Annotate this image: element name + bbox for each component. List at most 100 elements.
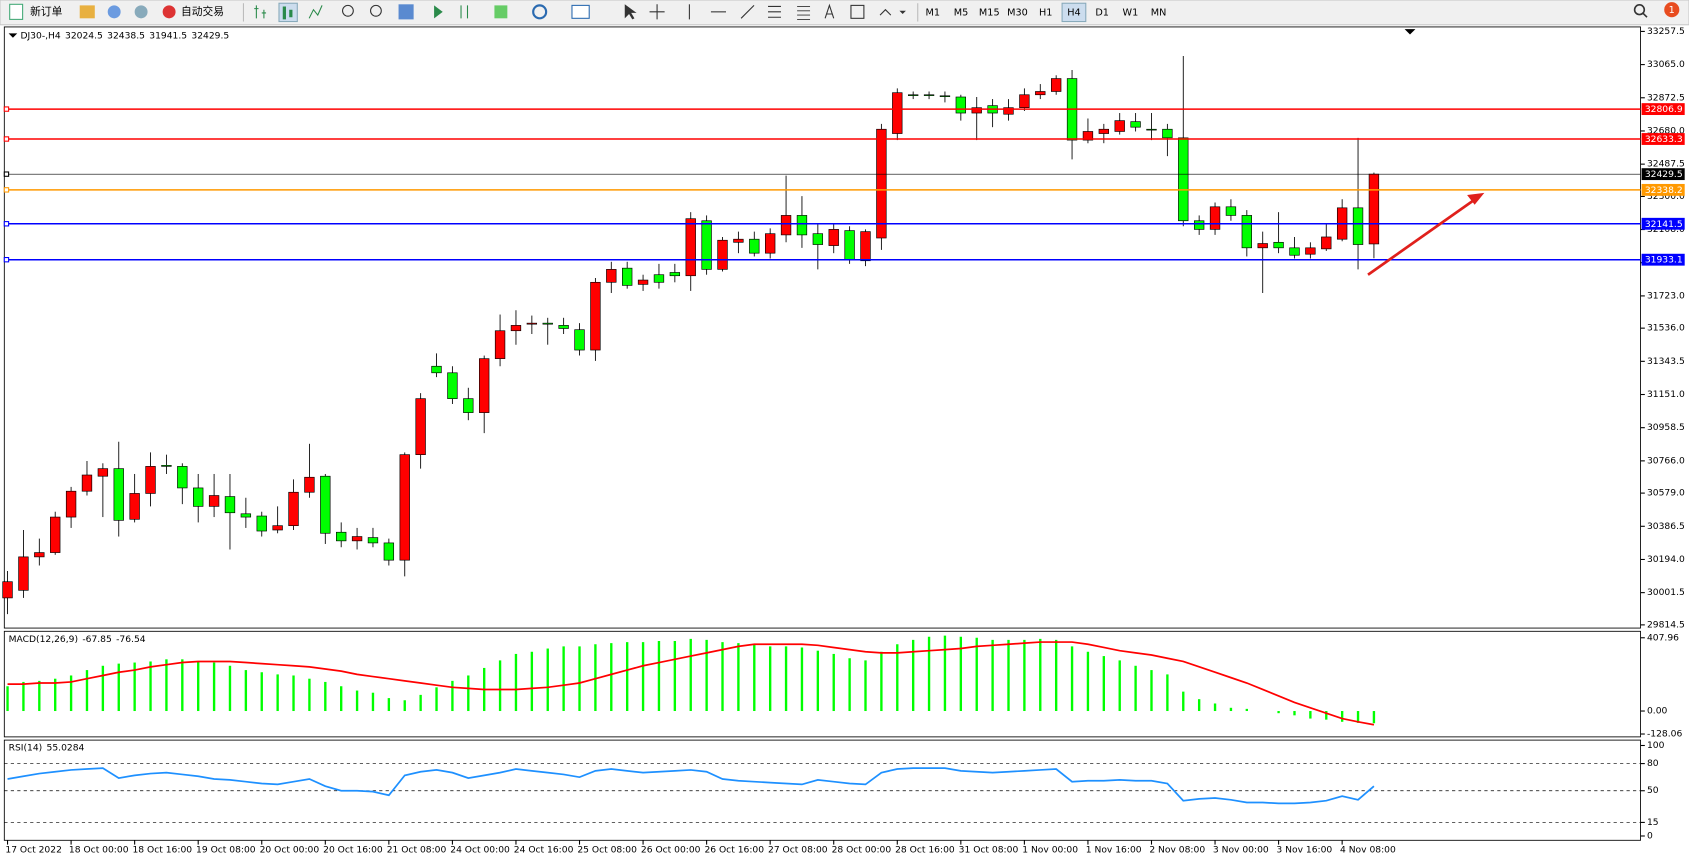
icon[interactable]: [254, 5, 267, 19]
candle-body: [1035, 91, 1046, 96]
candle-body: [637, 279, 649, 285]
auto-trading-button[interactable]: 自动交易: [162, 5, 224, 19]
candle-body: [590, 281, 601, 351]
y-tick-label: 32872.5: [1647, 93, 1685, 103]
x-tick-label: 26 Oct 00:00: [641, 845, 701, 855]
icon[interactable]: [434, 5, 443, 19]
icon[interactable]: [308, 5, 323, 19]
y-tick-label: 31723.0: [1647, 291, 1685, 301]
icon[interactable]: [571, 4, 590, 19]
candle-body: [1225, 206, 1237, 216]
icon[interactable]: [398, 4, 414, 20]
y-tick-label: 33257.5: [1647, 27, 1685, 37]
new-order-label[interactable]: 新订单: [30, 5, 63, 18]
timeframe-button[interactable]: M15: [979, 7, 1000, 18]
candle-body: [1019, 94, 1030, 109]
channel-icon[interactable]: [768, 5, 781, 18]
timeframe-button[interactable]: D1: [1095, 7, 1109, 18]
arrow-line: [1367, 199, 1475, 276]
timeframe-button[interactable]: W1: [1123, 7, 1139, 18]
shift-marker: [1404, 29, 1416, 35]
icon[interactable]: [494, 5, 508, 19]
price-line-handle[interactable]: [3, 257, 10, 263]
x-tick-label: 19 Oct 08:00: [196, 845, 256, 855]
y-tick-label: 30958.5: [1647, 423, 1685, 433]
x-tick-label: 3 Nov 00:00: [1213, 845, 1269, 855]
fibo-icon[interactable]: [797, 6, 811, 20]
candle-body: [240, 513, 252, 518]
y-tick-label: 30194.0: [1647, 555, 1685, 565]
price-line-handle[interactable]: [3, 136, 10, 142]
notification-badge[interactable]: [1664, 2, 1680, 18]
close-value: 32429.5: [191, 31, 229, 41]
candle-body: [955, 96, 967, 114]
candle-body: [685, 218, 696, 277]
candle-body: [320, 475, 331, 534]
y-tick-label: 31151.0: [1647, 390, 1685, 400]
candle-body: [733, 238, 744, 243]
icon[interactable]: [370, 4, 382, 17]
candle-body: [399, 454, 410, 561]
shapes-icon[interactable]: [879, 8, 892, 16]
search-icon[interactable]: [1633, 4, 1646, 16]
dropdown-icon[interactable]: [899, 10, 906, 15]
candle-body: [1321, 236, 1332, 250]
x-tick-label: 27 Oct 08:00: [768, 845, 828, 855]
icon[interactable]: [107, 5, 121, 19]
candle-body: [1193, 220, 1205, 230]
x-tick-label: 18 Oct 16:00: [132, 845, 192, 855]
x-tick-label: 28 Oct 00:00: [832, 845, 892, 855]
candle-body: [1146, 128, 1157, 131]
text-icon[interactable]: [824, 3, 835, 19]
icon[interactable]: [79, 5, 95, 19]
y-tick-label: -128.06: [1647, 730, 1682, 740]
x-tick-label: 17 Oct 2022: [5, 845, 62, 855]
crosshair-icon[interactable]: [649, 4, 665, 20]
price-label: 32633.3: [1645, 135, 1683, 145]
timeframe-button[interactable]: M30: [1007, 7, 1028, 18]
timeframe-button[interactable]: H1: [1039, 7, 1052, 18]
annotation-arrow: [1367, 192, 1485, 276]
candle-body: [1257, 243, 1268, 249]
candle-body: [367, 537, 379, 544]
cursor-icon[interactable]: [624, 4, 637, 20]
x-tick-label: 24 Oct 16:00: [514, 845, 574, 855]
icon[interactable]: [532, 4, 548, 20]
active-timeframe[interactable]: [1061, 2, 1087, 23]
y-tick-label: 32487.5: [1647, 160, 1685, 170]
y-tick-label: 32108.0: [1647, 225, 1685, 235]
candle-body: [50, 516, 61, 553]
icon-active[interactable]: [278, 2, 298, 23]
timeframe-button[interactable]: M5: [954, 7, 969, 18]
y-tick-label: 50: [1647, 786, 1659, 796]
timeframe-button[interactable]: M1: [926, 7, 941, 18]
price-line-handle[interactable]: [3, 171, 10, 177]
candle-body: [129, 493, 140, 520]
price-line-handle[interactable]: [3, 106, 10, 112]
label-icon[interactable]: [850, 4, 865, 19]
icon[interactable]: [460, 5, 469, 19]
new-order-button[interactable]: 新订单: [9, 3, 63, 20]
trendline-icon[interactable]: [740, 5, 755, 19]
candle-body: [1098, 128, 1109, 134]
candle-body: [1082, 131, 1094, 141]
icon[interactable]: [342, 4, 354, 17]
auto-trading-label[interactable]: 自动交易: [181, 5, 224, 18]
menu-triangle[interactable]: [8, 33, 18, 38]
rsi-panel: [3, 739, 1641, 841]
icon: [282, 6, 293, 20]
candle-body: [749, 238, 760, 254]
x-tick-label: 26 Oct 16:00: [704, 845, 764, 855]
timeframe-button[interactable]: H4: [1067, 7, 1080, 18]
price-label: 32141.5: [1645, 220, 1683, 230]
candle-body: [97, 468, 109, 477]
high-value: 32438.5: [107, 31, 145, 41]
icon[interactable]: [134, 5, 148, 19]
price-line-handle[interactable]: [3, 221, 10, 227]
x-tick-label: 20 Oct 00:00: [260, 845, 320, 855]
timeframe-button[interactable]: MN: [1151, 7, 1167, 18]
price-line-handle[interactable]: [3, 187, 10, 193]
candle-body: [1162, 128, 1173, 139]
price-label: 32429.5: [1645, 170, 1683, 180]
